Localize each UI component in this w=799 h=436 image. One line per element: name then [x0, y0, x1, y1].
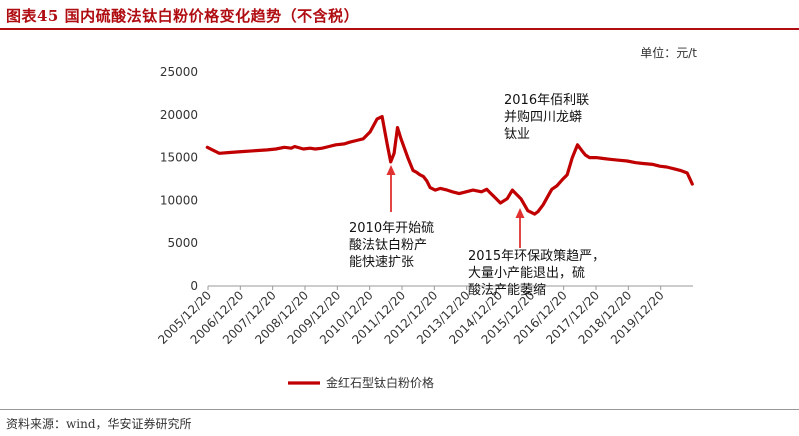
- y-tick-label: 15000: [160, 151, 198, 165]
- annotation-text: 大量小产能退出，硫: [468, 266, 585, 281]
- chart-title: 图表45 国内硫酸法钛白粉价格变化趋势（不含税）: [6, 7, 360, 25]
- line-chart: 05000100001500020000250002005/12/202006/…: [155, 65, 694, 390]
- y-tick-label: 25000: [160, 65, 198, 79]
- annotation-text: 能快速扩张: [349, 255, 414, 270]
- annotation-text: 2016年佰利联: [504, 93, 589, 108]
- annotation-text: 2010年开始硫: [349, 221, 434, 236]
- footer: 资料来源：wind，华安证券研究所: [0, 409, 799, 436]
- annotation-text: 酸法产能萎缩: [468, 282, 546, 298]
- arrow-2010-head: [386, 165, 396, 175]
- source-note: 资料来源：wind，华安证券研究所: [6, 417, 192, 431]
- annotation-text: 并购四川龙蟒: [504, 109, 582, 125]
- annotation-text: 酸法钛白粉产: [349, 237, 427, 253]
- y-tick-label: 20000: [160, 108, 198, 122]
- series-line: [205, 114, 694, 216]
- title-bar: 图表45 国内硫酸法钛白粉价格变化趋势（不含税）: [0, 0, 799, 30]
- y-tick-label: 10000: [160, 193, 198, 207]
- unit-label: 单位：元/t: [640, 46, 697, 60]
- y-tick-label: 5000: [167, 236, 198, 250]
- y-tick-label: 0: [190, 279, 198, 293]
- annotation-text: 2015年环保政策趋严，: [468, 248, 605, 264]
- legend-label: 金红石型钛白粉价格: [326, 375, 434, 390]
- annotation-text: 钛业: [504, 127, 530, 142]
- arrow-2015-head: [515, 208, 525, 218]
